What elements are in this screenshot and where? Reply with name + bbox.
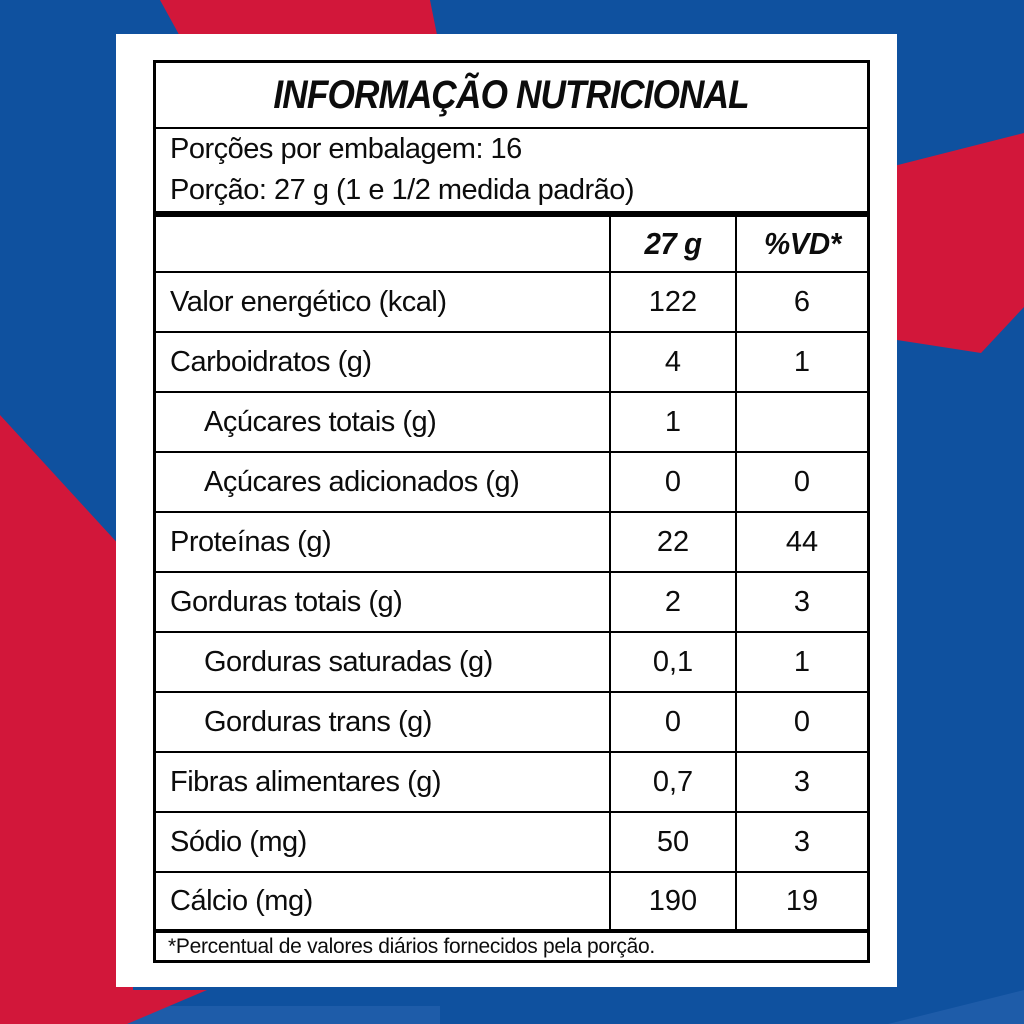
nutrient-name: Gorduras totais (g) — [170, 585, 403, 618]
nutrient-name: Valor energético (kcal) — [170, 285, 447, 318]
nutrient-dv: 19 — [785, 884, 819, 917]
nutrient-name: Gorduras trans (g) — [204, 705, 432, 738]
header-amount-cell: 27 g — [609, 217, 735, 271]
nutrient-name-cell: Cálcio (mg) — [156, 873, 609, 929]
nutrient-dv: 6 — [793, 285, 811, 318]
nutrient-amount: 0,7 — [652, 765, 694, 798]
nutrient-dv-cell: 19 — [735, 873, 867, 929]
table-row: Fibras alimentares (g) 0,7 3 — [156, 753, 867, 813]
nutrient-amount-cell: 0 — [609, 453, 735, 511]
nutrient-dv: 0 — [793, 705, 811, 738]
nutrient-amount-cell: 4 — [609, 333, 735, 391]
bg-light-blue-corner-triangle — [888, 990, 1024, 1024]
table-row: Valor energético (kcal) 122 6 — [156, 273, 867, 333]
table-row: Gorduras saturadas (g) 0,1 1 — [156, 633, 867, 693]
serving-size: Porção: 27 g (1 e 1/2 medida padrão) — [170, 174, 635, 206]
bg-red-shape-right — [878, 133, 1024, 353]
nutrient-dv-cell: 3 — [735, 753, 867, 811]
nutrient-amount: 22 — [656, 525, 690, 558]
nutrient-dv: 3 — [793, 765, 811, 798]
nutrient-name-cell: Açúcares adicionados (g) — [156, 453, 609, 511]
nutrient-dv: 44 — [785, 525, 819, 558]
table-row: Carboidratos (g) 4 1 — [156, 333, 867, 393]
nutrient-amount-cell: 2 — [609, 573, 735, 631]
footnote-text: *Percentual de valores diários fornecido… — [168, 934, 655, 958]
nutrient-name: Cálcio (mg) — [170, 884, 313, 917]
table-row: Cálcio (mg) 190 19 — [156, 873, 867, 933]
nutrient-name-cell: Carboidratos (g) — [156, 333, 609, 391]
nutrient-name-cell: Gorduras totais (g) — [156, 573, 609, 631]
nutrient-name: Sódio (mg) — [170, 825, 307, 858]
nutrient-name-cell: Valor energético (kcal) — [156, 273, 609, 331]
nutrient-amount-cell: 0,1 — [609, 633, 735, 691]
header-dv-label: %VD* — [763, 226, 841, 261]
nutrient-dv-cell: 44 — [735, 513, 867, 571]
nutrient-amount: 190 — [648, 884, 698, 917]
nutrient-dv: 0 — [793, 465, 811, 498]
nutrient-name-cell: Açúcares totais (g) — [156, 393, 609, 451]
nutrient-rows: Valor energético (kcal) 122 6 Carboidrat… — [156, 273, 867, 933]
footnote-row: *Percentual de valores diários fornecido… — [156, 933, 867, 960]
nutrient-dv-cell: 1 — [735, 333, 867, 391]
nutrient-dv-cell: 0 — [735, 453, 867, 511]
servings-per-package: Porções por embalagem: 16 — [170, 133, 522, 165]
nutrient-amount-cell: 0 — [609, 693, 735, 751]
nutrient-amount-cell: 22 — [609, 513, 735, 571]
nutrient-name-cell: Sódio (mg) — [156, 813, 609, 871]
nutrient-amount-cell: 122 — [609, 273, 735, 331]
table-title-row: INFORMAÇÃO NUTRICIONAL — [156, 63, 867, 129]
table-row: Gorduras trans (g) 0 0 — [156, 693, 867, 753]
nutrition-card: INFORMAÇÃO NUTRICIONAL Porções por embal… — [116, 34, 897, 987]
column-header-row: 27 g %VD* — [156, 217, 867, 273]
nutrient-dv-cell: 0 — [735, 693, 867, 751]
nutrient-name: Carboidratos (g) — [170, 345, 372, 378]
nutrient-dv-cell — [735, 393, 867, 451]
nutrient-name-cell: Gorduras saturadas (g) — [156, 633, 609, 691]
table-row: Proteínas (g) 22 44 — [156, 513, 867, 573]
nutrient-name: Gorduras saturadas (g) — [204, 645, 493, 678]
header-empty-cell — [156, 217, 609, 271]
table-row: Sódio (mg) 50 3 — [156, 813, 867, 873]
nutrient-dv: 3 — [793, 585, 811, 618]
table-row: Gorduras totais (g) 2 3 — [156, 573, 867, 633]
nutrient-amount: 4 — [664, 345, 682, 378]
nutrient-amount: 1 — [664, 405, 682, 438]
nutrient-dv-cell: 1 — [735, 633, 867, 691]
nutrient-name-cell: Proteínas (g) — [156, 513, 609, 571]
nutrient-name-cell: Fibras alimentares (g) — [156, 753, 609, 811]
nutrition-table: INFORMAÇÃO NUTRICIONAL Porções por embal… — [153, 60, 870, 963]
header-dv-cell: %VD* — [735, 217, 867, 271]
nutrient-name: Proteínas (g) — [170, 525, 332, 558]
nutrient-amount: 0 — [664, 705, 682, 738]
nutrient-amount-cell: 50 — [609, 813, 735, 871]
servings-block: Porções por embalagem: 16 Porção: 27 g (… — [156, 129, 867, 217]
nutrient-name: Açúcares adicionados (g) — [204, 465, 520, 498]
nutrient-amount-cell: 0,7 — [609, 753, 735, 811]
nutrient-amount-cell: 1 — [609, 393, 735, 451]
table-title: INFORMAÇÃO NUTRICIONAL — [273, 72, 750, 117]
bg-red-shape-top — [160, 0, 438, 40]
nutrient-amount: 122 — [648, 285, 698, 318]
nutrient-dv-cell: 6 — [735, 273, 867, 331]
bg-light-blue-bottom-strip — [110, 1006, 440, 1024]
nutrient-dv-cell: 3 — [735, 813, 867, 871]
bg-red-shape-left — [0, 415, 207, 1024]
nutrient-amount: 2 — [664, 585, 682, 618]
table-row: Açúcares totais (g) 1 — [156, 393, 867, 453]
nutrient-amount-cell: 190 — [609, 873, 735, 929]
header-amount-label: 27 g — [644, 226, 702, 261]
table-row: Açúcares adicionados (g) 0 0 — [156, 453, 867, 513]
nutrient-name: Fibras alimentares (g) — [170, 765, 442, 798]
nutrient-dv: 3 — [793, 825, 811, 858]
nutrient-amount: 50 — [656, 825, 690, 858]
nutrient-dv: 1 — [793, 645, 811, 678]
nutrient-amount: 0 — [664, 465, 682, 498]
nutrient-name: Açúcares totais (g) — [204, 405, 437, 438]
nutrient-amount: 0,1 — [652, 645, 694, 678]
nutrient-dv: 1 — [793, 345, 811, 378]
nutrient-name-cell: Gorduras trans (g) — [156, 693, 609, 751]
nutrient-dv-cell: 3 — [735, 573, 867, 631]
